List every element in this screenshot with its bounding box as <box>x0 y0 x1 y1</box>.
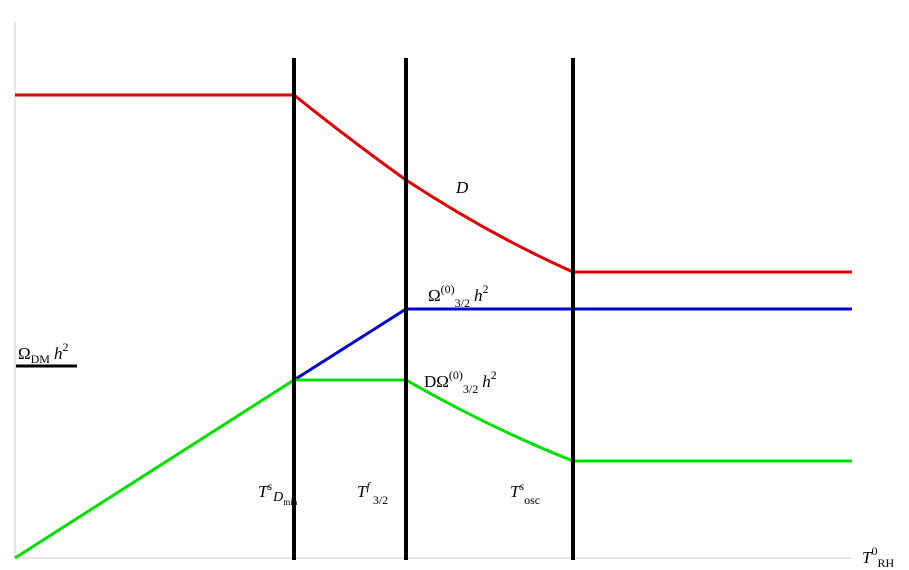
curve-label: D <box>455 178 469 197</box>
label-part: 0 <box>871 544 877 558</box>
threshold-label: Tf3/2 <box>357 479 388 507</box>
label-part: D <box>272 490 283 505</box>
label-part: h <box>54 344 63 363</box>
label-part: h <box>482 372 491 391</box>
label-part: h <box>474 286 483 305</box>
label-part: Ω <box>18 344 31 363</box>
label-part: 2 <box>482 282 488 296</box>
threshold-label: Tsosc <box>510 479 540 507</box>
curve-d-omega <box>14 378 852 560</box>
label-part: 2 <box>62 340 68 354</box>
label-part: min <box>283 497 298 507</box>
label-part: RH <box>877 556 894 570</box>
curve-label: Ω(0)3/2 h2 <box>428 282 488 310</box>
label-part: DM <box>31 352 51 366</box>
threshold-label: TsDmin <box>258 479 298 507</box>
label-part: 3/2 <box>463 382 478 396</box>
label-part: 3/2 <box>373 493 388 507</box>
label-part: T <box>258 482 269 501</box>
curve-d <box>15 93 852 274</box>
x-axis-label: T0RH <box>862 544 894 570</box>
label-part: (0) <box>441 282 455 296</box>
label-part: 3/2 <box>455 296 470 310</box>
label-part: Ω <box>428 286 441 305</box>
label-part: osc <box>524 493 540 507</box>
label-part: 2 <box>491 368 497 382</box>
label-part: s <box>267 479 272 493</box>
y-axis-label: ΩDM h2 <box>18 340 68 366</box>
label-part: (0) <box>449 368 463 382</box>
label-part: D <box>455 178 469 197</box>
label-part: T <box>357 482 368 501</box>
label-part: DΩ <box>424 372 449 391</box>
label-part: s <box>519 479 524 493</box>
label-part: T <box>862 548 873 567</box>
curve-label: DΩ(0)3/2 h2 <box>424 368 497 396</box>
label-part: T <box>510 482 521 501</box>
label-part: f <box>366 479 371 493</box>
